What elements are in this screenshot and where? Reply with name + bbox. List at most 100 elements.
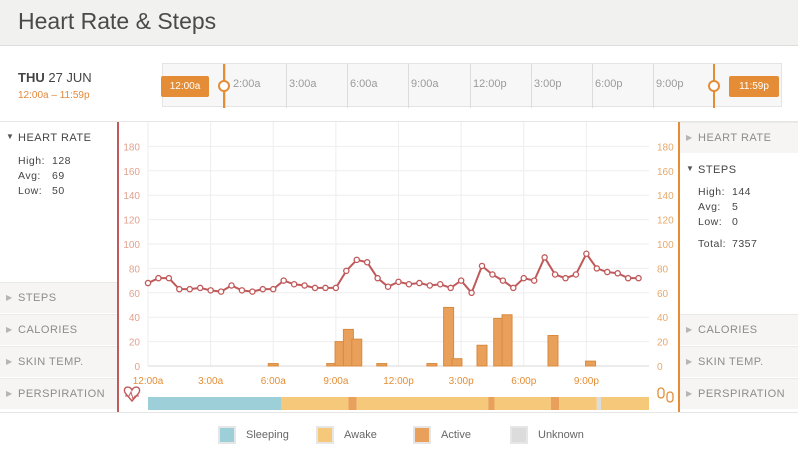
sidebar-item-steps[interactable]: ▶ STEPS [0, 282, 117, 313]
y-tick-label-left: 20 [129, 338, 141, 349]
heart-rate-point [583, 250, 590, 258]
weekday: THU [18, 70, 45, 85]
heart-rate-point [165, 274, 173, 282]
date-bar: THU 27 JUN 12:00a – 11:59p 2:00a 3:00a 6… [0, 46, 798, 122]
hr-low-label: Low: [18, 185, 43, 197]
y-tick-label-left: 120 [123, 216, 140, 227]
steps-label: STEPS [18, 292, 57, 304]
heart-rate-point [499, 277, 507, 284]
heart-rate-point [280, 277, 287, 284]
heart-rate-point [217, 288, 225, 295]
chart-grid [147, 122, 649, 367]
start-handle[interactable]: 12:00a [161, 76, 209, 97]
steps-bar [426, 363, 438, 367]
y-tick-label-left: 0 [134, 362, 140, 373]
activity-segment-awake [494, 397, 551, 410]
activity-segment-awake [600, 397, 649, 410]
heart-pulse-icon [123, 386, 141, 403]
heart-rate-point [489, 271, 496, 278]
heart-rate-series [147, 251, 639, 295]
steps-bar [476, 344, 488, 367]
activity-segment-awake [356, 397, 489, 410]
heart-rate-point [447, 284, 454, 292]
timeline-tick [408, 64, 409, 108]
end-handle[interactable]: 11:59p [729, 76, 779, 97]
caret-right-icon: ▶ [686, 325, 693, 334]
time-range-slider[interactable]: 2:00a 3:00a 6:00a 9:00a 12:00p 3:00p 6:0… [161, 63, 782, 108]
caret-right-icon: ▶ [6, 357, 13, 366]
timeline-tick [653, 64, 654, 108]
heart-rate-point [395, 278, 402, 286]
heart-rate-point [144, 279, 152, 287]
y-tick-label-right: 180 [657, 142, 674, 153]
heart-rate-point [478, 262, 486, 270]
sidebar-item-perspiration[interactable]: ▶ PERSPIRATION [680, 378, 798, 409]
legend-label: Awake [344, 429, 377, 441]
steps-label: STEPS [698, 164, 737, 176]
steps-pointer [679, 188, 687, 204]
y-tick-label-left: 80 [129, 264, 141, 275]
caret-right-icon: ▶ [6, 325, 13, 334]
y-tick-label-left: 100 [123, 240, 140, 251]
heart-rate-section[interactable]: ▼ HEART RATE High: 128 Avg: 69 Low: 50 [0, 132, 117, 252]
activity-strip [148, 397, 649, 410]
steps-bar [501, 314, 513, 367]
heart-rate-point [603, 268, 611, 276]
steps-avg-label: Avg: [698, 201, 721, 213]
steps-avg-value: 5 [732, 201, 739, 213]
hr-high-value: 128 [52, 155, 72, 167]
heart-rate-point [207, 287, 214, 294]
timeline-tick [347, 64, 348, 108]
steps-section[interactable]: ▼ STEPS High: 144 Avg: 5 Low: 0 Total: 7… [680, 164, 798, 274]
legend-swatch [510, 426, 528, 445]
sidebar-item-perspiration[interactable]: ▶ PERSPIRATION [0, 378, 117, 409]
end-handle-knob[interactable] [708, 80, 720, 92]
hr-avg-label: Avg: [18, 170, 41, 182]
perspiration-label: PERSPIRATION [698, 388, 786, 400]
heart-rate-point [405, 281, 413, 288]
chart-area: 0 0 20 20 40 40 60 60 80 80 100 100 120 120 140 140 160 1… [109, 122, 687, 412]
start-handle-knob[interactable] [218, 80, 230, 92]
sidebar-item-calories[interactable]: ▶ CALORIES [680, 314, 798, 345]
steps-high-label: High: [698, 186, 726, 198]
y-tick-label-left: 140 [123, 191, 140, 202]
sidebar-item-calories[interactable]: ▶ CALORIES [0, 314, 117, 345]
y-tick-label-right: 100 [657, 240, 674, 251]
legend-unknown: Unknown [510, 425, 584, 445]
calories-label: CALORIES [698, 324, 758, 336]
steps-low-label: Low: [698, 216, 723, 228]
steps-bar [351, 338, 363, 367]
footprints-icon [657, 387, 674, 403]
heart-rate-point [551, 271, 559, 278]
heart-rate-point [290, 281, 298, 288]
hr-low-value: 50 [52, 185, 65, 197]
x-tick-label: 6:00a [261, 376, 286, 387]
heart-rate-point [572, 271, 580, 278]
timeline-tick [470, 64, 471, 108]
activity-segment-sleeping [148, 397, 282, 410]
timeline-label: 9:00a [411, 78, 439, 90]
hr-high-label: High: [18, 155, 46, 167]
left-metrics-panel: ▼ HEART RATE High: 128 Avg: 69 Low: 50 ▶… [0, 122, 117, 412]
legend-label: Active [441, 429, 471, 441]
y-tick-label-left: 180 [123, 142, 140, 153]
heart-rate-point [269, 285, 277, 293]
activity-legend: Sleeping Awake Active Unknown [0, 412, 798, 457]
skin-temp-label: SKIN TEMP. [18, 356, 84, 368]
legend-swatch [218, 426, 236, 445]
heart-rate-line [144, 250, 642, 297]
x-tick-label: 12:00a [133, 376, 164, 387]
skin-temp-label: SKIN TEMP. [698, 356, 764, 368]
heart-rate-point [322, 284, 329, 292]
date-label: THU 27 JUN [18, 70, 92, 85]
steps-bar [443, 306, 455, 367]
sidebar-item-heart-rate[interactable]: ▶ HEART RATE [680, 122, 798, 153]
activity-segment-active [550, 397, 560, 410]
timeline-label: 6:00a [350, 78, 378, 90]
heart-rate-point [186, 285, 194, 293]
sidebar-item-skin-temp[interactable]: ▶ SKIN TEMP. [680, 346, 798, 377]
x-tick-label: 12:00p [383, 376, 414, 387]
y-tick-label-right: 40 [657, 313, 669, 324]
calories-label: CALORIES [18, 324, 78, 336]
sidebar-item-skin-temp[interactable]: ▶ SKIN TEMP. [0, 346, 117, 377]
